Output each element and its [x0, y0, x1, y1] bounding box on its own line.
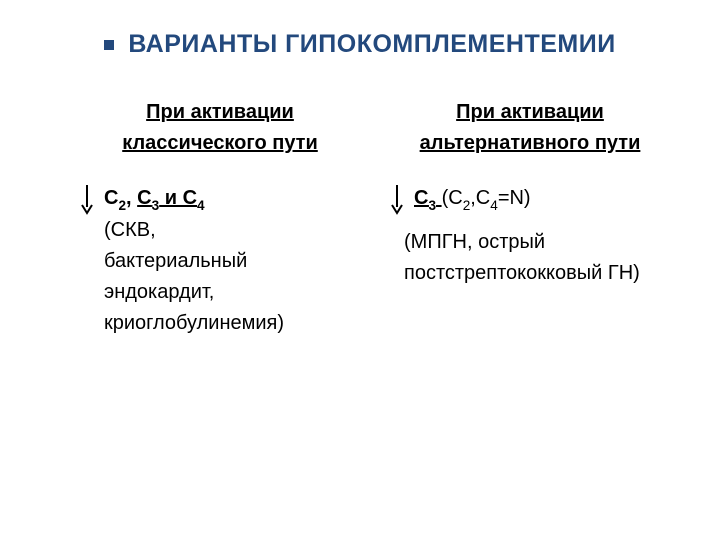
explain-line: эндокардит, — [104, 277, 360, 308]
column-alternative: При активации альтернативного пути С3 (С… — [370, 97, 680, 339]
slide-title: ВАРИАНТЫ ГИПОКОМПЛЕМЕНТЕМИИ — [128, 30, 615, 59]
heading-line2: альтернативного пути — [420, 132, 641, 154]
formula-classical: С2, С3 и С4 — [104, 183, 205, 215]
arrow-down-icon — [80, 185, 98, 215]
body-alternative: С3 (С2,С4=N) (МПГН, острый постстрептоко… — [390, 183, 670, 289]
title-bullet-icon — [104, 40, 114, 50]
formula-row-classical: С2, С3 и С4 — [80, 183, 360, 215]
formula-c3c4: С3 и С4 — [137, 187, 204, 209]
explain-line: криоглобулинемия) — [104, 308, 360, 339]
formula-norm: (С2,С4=N) — [442, 187, 531, 209]
heading-line1: При активации — [456, 101, 604, 123]
explain-classical: (СКВ, бактериальный эндокардит, криоглоб… — [80, 215, 360, 339]
formula-c2: С2 — [104, 187, 126, 209]
explain-alternative: (МПГН, острый постстрептококковый ГН) — [390, 227, 670, 289]
formula-row-alternative: С3 (С2,С4=N) — [390, 183, 670, 215]
formula-c3: С3 — [414, 187, 442, 209]
formula-comma: , — [126, 187, 137, 209]
title-row: ВАРИАНТЫ ГИПОКОМПЛЕМЕНТЕМИИ — [40, 30, 680, 59]
heading-classical: При активации классического пути — [80, 97, 360, 159]
explain-line: бактериальный — [104, 246, 360, 277]
formula-alternative: С3 (С2,С4=N) — [414, 183, 531, 215]
column-classical: При активации классического пути С2, С3 … — [40, 97, 370, 339]
heading-alternative: При активации альтернативного пути — [390, 97, 670, 159]
body-classical: С2, С3 и С4 (СКВ, бактериальный эндокард… — [80, 183, 360, 339]
heading-line1: При активации — [146, 101, 294, 123]
slide: ВАРИАНТЫ ГИПОКОМПЛЕМЕНТЕМИИ При активаци… — [0, 0, 720, 540]
arrow-down-icon — [390, 185, 408, 215]
explain-line: (МПГН, острый постстрептококковый ГН) — [404, 227, 670, 289]
heading-line2: классического пути — [122, 132, 318, 154]
columns: При активации классического пути С2, С3 … — [40, 97, 680, 339]
explain-line: (СКВ, — [104, 215, 360, 246]
